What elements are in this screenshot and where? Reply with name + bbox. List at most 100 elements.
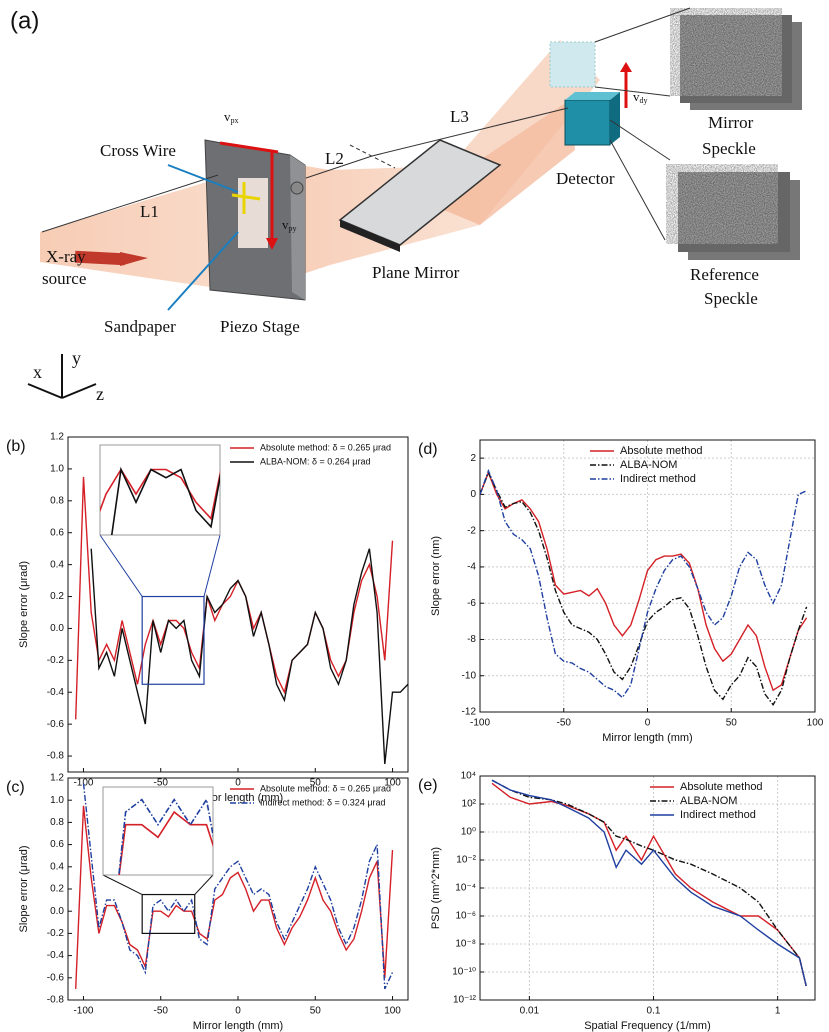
vdy-head [620, 62, 632, 72]
chart: -0.8-0.6-0.4-0.20.00.20.40.60.81.01.2-10… [0, 536, 627, 1032]
y-axis-label: PSD (nm^2*mm) [430, 847, 442, 929]
y-tick-label: 0.8 [50, 495, 64, 506]
y-tick-label: -0.4 [47, 687, 65, 698]
panel-label: (a) [10, 7, 39, 34]
detector-box [565, 100, 610, 145]
speckle-image [670, 8, 782, 96]
y-tick-label: 10⁻² [456, 855, 476, 866]
zoom-connector [100, 535, 142, 597]
y-tick-label: -0.2 [47, 655, 65, 666]
y-axis-label: Slope error (μrad) [18, 561, 30, 648]
legend-label: Absolute method: δ = 0.265 μrad [260, 783, 391, 793]
label: L3 [450, 107, 469, 126]
y-tick-label: 10⁴ [461, 771, 476, 782]
x-tick-label: 1 [775, 1006, 781, 1017]
legend-label: Absolute method: δ = 0.265 μrad [260, 442, 391, 452]
x-tick-label: -50 [557, 718, 572, 729]
velocity: vdy [633, 89, 648, 105]
speckle-image [666, 164, 778, 244]
y-tick-label: 10⁻⁸ [455, 939, 476, 950]
y-tick-label: 1.0 [50, 795, 64, 806]
x-tick-label: 0.1 [647, 1006, 661, 1017]
label: Sandpaper [104, 317, 176, 336]
legend-label: Indirect method [620, 473, 696, 485]
y-tick-label: 0.4 [50, 861, 64, 872]
velocity: vpx [224, 109, 239, 125]
zoom-connector [103, 875, 142, 895]
y-tick-label: -4 [467, 562, 476, 573]
data-line [91, 549, 408, 764]
y-tick-label: -12 [462, 707, 477, 718]
panel-label: (b) [6, 438, 26, 455]
y-tick-label: 10⁻⁶ [455, 911, 476, 922]
x-tick-label: 0 [645, 718, 651, 729]
y-tick-label: 0 [470, 489, 476, 500]
figure: (a) Cross Wire L1 X-ray source Sandpaper… [0, 0, 829, 1032]
label: Piezo Stage [220, 317, 300, 336]
label: L1 [140, 202, 159, 221]
axis-name: y [72, 348, 81, 368]
panel-label: (e) [418, 777, 438, 794]
y-tick-label: 0.6 [50, 839, 64, 850]
diagram: (a) Cross Wire L1 X-ray source Sandpaper… [10, 7, 802, 404]
panel-label: (d) [418, 441, 438, 458]
y-tick-label: -2 [467, 525, 476, 536]
axis-name: x [33, 362, 42, 382]
y-tick-label: 0.0 [50, 906, 64, 917]
y-tick-label: 10⁻⁴ [455, 883, 476, 894]
x-tick-label: 0 [235, 778, 241, 789]
label: Plane Mirror [372, 263, 460, 282]
x-tick-label: 100 [807, 718, 824, 729]
data-line [492, 780, 806, 986]
y-tick-label: 10⁻¹⁰ [452, 967, 476, 978]
data-line [480, 473, 807, 691]
legend-label: ALBA-NOM [680, 795, 737, 807]
label: Cross Wire [100, 141, 176, 160]
label: Speckle [704, 289, 758, 308]
y-tick-label: 10⁰ [461, 827, 476, 838]
y-axis-label: Slope error (μrad) [18, 845, 30, 932]
label: L2 [325, 149, 344, 168]
y-tick-label: -0.8 [47, 751, 65, 762]
label: X-ray [46, 247, 86, 266]
inset-line [0, 536, 627, 1001]
y-tick-label: -0.2 [47, 928, 65, 939]
page: (a) Cross Wire L1 X-ray source Sandpaper… [0, 0, 829, 1032]
y-tick-label: -0.8 [47, 995, 65, 1006]
reference-speckle-stack [666, 164, 800, 260]
x-axis-label: Spatial Frequency (1/mm) [584, 1020, 711, 1032]
axis-name: z [96, 384, 104, 404]
ref-detector [550, 42, 595, 87]
data-line [492, 780, 806, 986]
chart: -0.8-0.6-0.4-0.20.00.20.40.60.81.01.2-10… [0, 322, 616, 804]
legend-label: Absolute method [680, 781, 763, 793]
label: Mirror [708, 113, 754, 132]
x-tick-label: 0 [235, 1006, 241, 1017]
x-tick-label: -100 [73, 1006, 93, 1017]
y-tick-label: 2 [470, 453, 476, 464]
y-tick-label: 1.0 [50, 464, 64, 475]
zoom-connector [204, 535, 220, 597]
x-tick-label: 50 [310, 1006, 322, 1017]
y-tick-label: 0.0 [50, 623, 64, 634]
x-tick-label: 100 [384, 1006, 401, 1017]
knob [291, 182, 303, 194]
x-tick-label: -50 [154, 1006, 169, 1017]
y-tick-label: -0.4 [47, 950, 65, 961]
y-tick-label: 0.6 [50, 527, 64, 538]
chart: 10⁻¹²10⁻¹⁰10⁻⁸10⁻⁶10⁻⁴10⁻²10⁰10²10⁴0.010… [418, 771, 815, 1032]
label: source [42, 269, 86, 288]
panel-label: (c) [6, 779, 25, 796]
y-tick-label: -6 [467, 598, 476, 609]
mirror-speckle-stack [670, 8, 802, 110]
x-tick-label: 0.01 [520, 1006, 540, 1017]
legend-label: ALBA-NOM [620, 459, 677, 471]
x-tick-label: 50 [726, 718, 738, 729]
y-tick-label: 0.2 [50, 591, 64, 602]
label: Reference [690, 265, 759, 284]
y-tick-label: -0.6 [47, 719, 65, 730]
y-tick-label: 1.2 [50, 432, 64, 443]
y-tick-label: -0.6 [47, 972, 65, 983]
y-tick-label: 10⁻¹² [453, 995, 477, 1006]
